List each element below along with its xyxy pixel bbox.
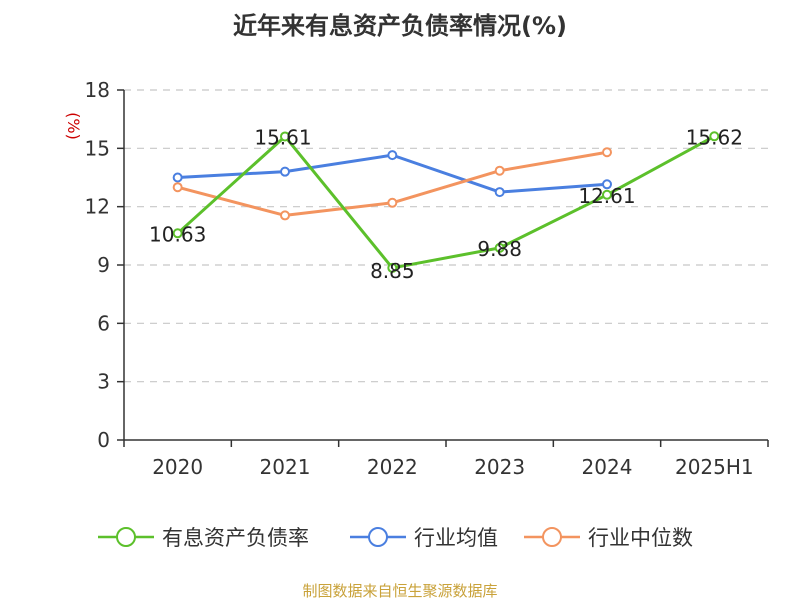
x-tick-label: 2021: [260, 455, 311, 479]
y-tick-label: 15: [85, 136, 110, 160]
legend: 有息资产负债率 行业均值 行业中位数: [98, 526, 693, 550]
data-point: [602, 179, 612, 190]
legend-label: 行业均值: [414, 526, 498, 550]
data-point: [494, 187, 505, 198]
series-line: [176, 134, 716, 270]
legend-item: 有息资产负债率: [98, 526, 309, 550]
axis-layer: 0 3 6 9 12 15 18 2020 2021 2022 2023 2024 2025H1: [85, 78, 769, 479]
legend-label: 行业中位数: [588, 526, 693, 550]
y-tick-label: 18: [85, 78, 110, 102]
legend-item: 行业均值: [350, 526, 498, 550]
x-tick-label: 2023: [474, 455, 525, 479]
data-label: 15.62: [686, 125, 743, 149]
data-point: [602, 189, 612, 200]
data-label-layer: 10.63 15.61 8.85 9.88 12.61 15.62: [149, 125, 743, 283]
data-point: [172, 228, 183, 239]
source-note: 制图数据来自恒生聚源数据库: [302, 582, 497, 600]
y-tick-label: 6: [97, 311, 110, 335]
data-point: [494, 165, 505, 176]
data-point: [387, 197, 398, 208]
y-tick-label: 12: [85, 195, 110, 219]
y-axis-unit: (%): [64, 112, 83, 140]
data-point: [602, 147, 612, 158]
chart-title: 近年来有息资产负债率情况(%): [233, 12, 567, 40]
legend-label: 有息资产负债率: [162, 526, 309, 550]
x-tick-label: 2025H1: [675, 455, 754, 479]
legend-marker: [116, 527, 136, 547]
data-point: [280, 131, 290, 142]
x-tick-label: 2022: [367, 455, 418, 479]
legend-marker: [368, 527, 388, 547]
data-point: [280, 210, 290, 221]
data-point: [387, 150, 398, 161]
data-point: [172, 182, 183, 193]
data-label: 10.63: [149, 222, 206, 246]
grid-layer: [124, 89, 768, 383]
data-label: 12.61: [578, 184, 635, 208]
y-tick-label: 3: [97, 370, 110, 394]
data-point: [172, 172, 183, 183]
legend-marker: [542, 527, 562, 547]
data-label: 15.61: [254, 125, 311, 149]
series-layer: [172, 131, 720, 273]
data-label: 8.85: [370, 259, 415, 283]
y-tick-label: 0: [97, 428, 110, 452]
data-point: [709, 131, 720, 142]
legend-item: 行业中位数: [524, 526, 693, 550]
data-point: [387, 262, 398, 273]
data-point: [280, 166, 290, 177]
x-tick-label: 2020: [152, 455, 203, 479]
data-label: 9.88: [477, 237, 522, 261]
y-tick-label: 9: [97, 253, 110, 277]
x-tick-label: 2024: [582, 455, 633, 479]
data-point: [494, 242, 505, 253]
